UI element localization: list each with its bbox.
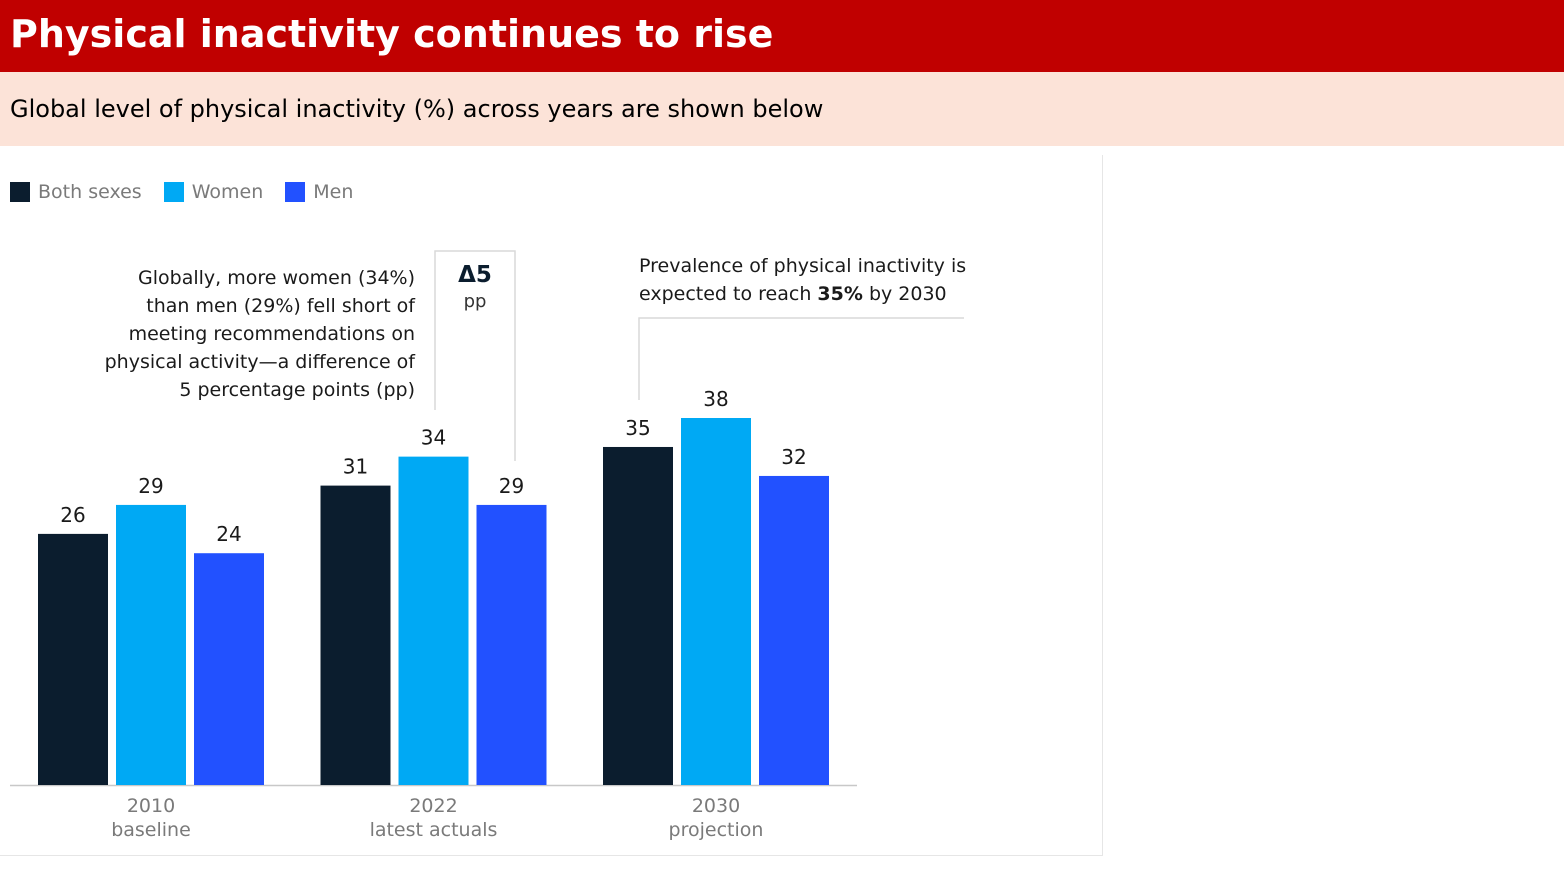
annotation-right-line-2: expected to reach 35% by 2030 xyxy=(639,280,999,308)
header-bar: Physical inactivity continues to rise xyxy=(0,0,1564,72)
category-label-year-2030: 2030 xyxy=(692,795,740,817)
value-label-both-sexes-2030: 35 xyxy=(625,416,650,440)
legend-item-men: Men xyxy=(285,181,353,203)
annotation-left-emphasis: meeting recommendations xyxy=(128,323,386,345)
annotation-left-line-4: physical activity—a difference of xyxy=(104,351,415,373)
legend-label-both-sexes: Both sexes xyxy=(38,181,142,203)
value-label-men-2030: 32 xyxy=(781,445,806,469)
value-labels-group: 26 29 24 31 34 29 35 38 32 xyxy=(60,387,806,546)
value-label-women-2010: 29 xyxy=(138,474,163,498)
value-label-men-2022: 29 xyxy=(499,474,524,498)
bar-women-2030 xyxy=(681,418,751,785)
value-label-both-sexes-2022: 31 xyxy=(343,455,368,479)
subheader-bar: Global level of physical inactivity (%) … xyxy=(0,72,1564,146)
annotation-right-highlight: 35% xyxy=(817,283,863,305)
bars-group xyxy=(38,418,829,785)
page-title: Physical inactivity continues to rise xyxy=(10,12,774,56)
annotation-right-part-a: expected to xyxy=(639,283,759,305)
bar-both-sexes-2010 xyxy=(38,533,108,785)
annotation-left-line-3: meeting recommendations on xyxy=(80,320,415,348)
delta-unit: pp xyxy=(463,291,487,312)
category-label-desc-2022: latest actuals xyxy=(370,819,498,841)
bar-women-2010 xyxy=(116,504,186,785)
chart-legend: Both sexes Women Men xyxy=(10,180,375,204)
annotation-right-part-d: by 2030 xyxy=(862,283,947,305)
bar-men-2030 xyxy=(759,475,829,785)
bar-women-2022 xyxy=(398,456,469,785)
annotation-left-line-2: than men (29%) fell short of xyxy=(146,295,415,317)
legend-label-women: Women xyxy=(191,181,264,203)
value-label-both-sexes-2010: 26 xyxy=(60,503,85,527)
value-label-men-2010: 24 xyxy=(216,522,241,546)
category-label-year-2022: 2022 xyxy=(409,795,457,817)
legend-item-both-sexes: Both sexes xyxy=(10,181,142,203)
legend-label-men: Men xyxy=(313,181,354,203)
bar-both-sexes-2030 xyxy=(603,446,673,785)
category-label-desc-2030: projection xyxy=(669,819,764,841)
bar-men-2022 xyxy=(476,504,547,785)
delta-bracket xyxy=(434,250,516,461)
legend-swatch-men xyxy=(285,182,306,202)
page-subtitle: Global level of physical inactivity (%) … xyxy=(10,95,824,123)
category-label-desc-2010: baseline xyxy=(111,819,191,841)
category-label-year-2010: 2010 xyxy=(127,795,175,817)
legend-item-women: Women xyxy=(163,181,264,203)
value-label-women-2022: 34 xyxy=(421,426,446,450)
annotation-left-line-3-rest: on xyxy=(385,323,415,345)
bar-men-2010 xyxy=(194,553,264,785)
women-vs-men-annotation: Globally, more women (34%) than men (29%… xyxy=(80,264,415,404)
annotation-left-line-5: 5 percentage points (pp) xyxy=(179,379,415,401)
chart-panel xyxy=(0,155,1103,856)
legend-swatch-women xyxy=(163,182,184,202)
annotation-right-line-1: Prevalence of physical inactivity is xyxy=(639,255,967,277)
projection-annotation: Prevalence of physical inactivity is exp… xyxy=(639,252,999,308)
delta-value: Δ5 xyxy=(458,262,492,288)
projection-bracket xyxy=(638,317,964,400)
bar-both-sexes-2022 xyxy=(320,485,391,785)
legend-swatch-both-sexes xyxy=(10,182,30,202)
value-label-women-2030: 38 xyxy=(703,387,728,411)
annotation-right-part-b: reach xyxy=(758,283,818,305)
annotation-left-line-1: Globally, more women (34%) xyxy=(138,267,415,289)
